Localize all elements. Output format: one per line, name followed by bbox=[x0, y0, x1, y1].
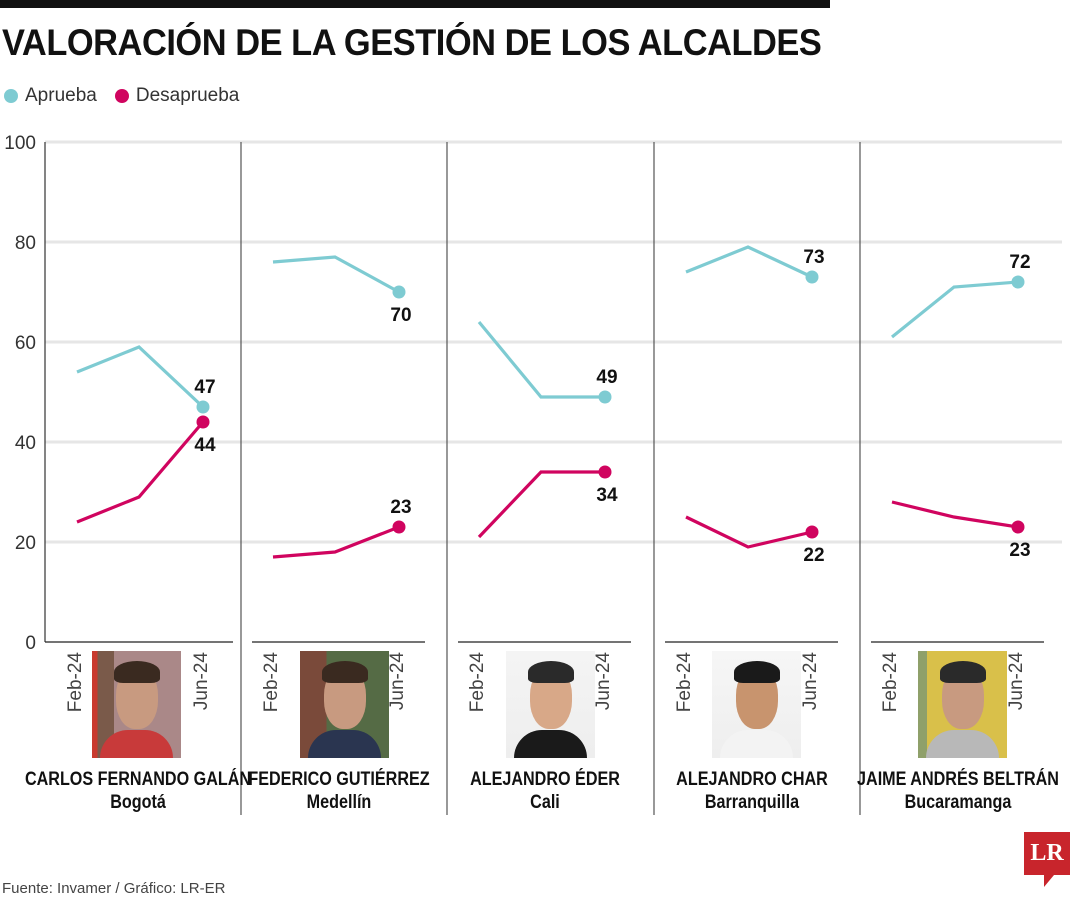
mayor-photo-3 bbox=[506, 651, 595, 758]
mayor-city: Bucaramanga bbox=[904, 792, 1012, 813]
y-tick-label-100: 100 bbox=[4, 133, 36, 154]
point-aprueba-panel-4 bbox=[805, 270, 819, 284]
data-label-desaprueba-panel-3: 34 bbox=[596, 485, 618, 506]
y-tick-label-20: 20 bbox=[15, 533, 36, 554]
photo-hair bbox=[322, 661, 368, 683]
line-desaprueba-panel-2 bbox=[272, 525, 400, 559]
mayor-city: Barranquilla bbox=[704, 792, 800, 813]
mayor-photo-4 bbox=[712, 651, 801, 758]
point-aprueba-panel-1 bbox=[196, 400, 210, 414]
mayor-name: CARLOS FERNANDO GALÁN bbox=[24, 769, 252, 790]
point-desaprueba-panel-4 bbox=[805, 525, 819, 539]
data-label-aprueba-panel-5: 72 bbox=[1009, 252, 1030, 273]
data-label-aprueba-panel-3: 49 bbox=[596, 367, 617, 388]
y-tick-label-80: 80 bbox=[15, 233, 36, 254]
line-desaprueba-panel-1 bbox=[76, 420, 205, 524]
y-tick-label-40: 40 bbox=[15, 433, 36, 454]
photo-shirt bbox=[926, 730, 999, 758]
x-tick-label-feb-panel-5: Feb-24 bbox=[880, 652, 901, 713]
data-label-aprueba-panel-1: 47 bbox=[194, 377, 215, 398]
point-desaprueba-panel-1 bbox=[196, 415, 210, 429]
top-rule bbox=[0, 0, 830, 8]
x-tick-label-jun-panel-4: Jun-24 bbox=[800, 652, 821, 711]
line-aprueba-panel-5 bbox=[890, 280, 1019, 339]
point-desaprueba-panel-3 bbox=[598, 465, 612, 479]
mayor-name: JAIME ANDRÉS BELTRÁN bbox=[857, 769, 1059, 790]
mayor-caption-1: CARLOS FERNANDO GALÁN Bogotá bbox=[11, 768, 266, 814]
x-tick-label-jun-panel-5: Jun-24 bbox=[1006, 652, 1027, 711]
photo-shirt bbox=[100, 730, 173, 758]
data-label-aprueba-panel-4: 73 bbox=[803, 247, 824, 268]
point-desaprueba-panel-5 bbox=[1011, 520, 1025, 534]
photo-shirt bbox=[308, 730, 381, 758]
mayor-city: Medellín bbox=[306, 792, 372, 813]
legend: Aprueba Desaprueba bbox=[4, 85, 249, 107]
line-aprueba-panel-3 bbox=[477, 320, 605, 399]
photo-hair bbox=[528, 661, 574, 683]
line-desaprueba-panel-5 bbox=[891, 500, 1019, 529]
lr-logo: LR bbox=[1024, 832, 1070, 887]
photo-shirt bbox=[720, 730, 793, 758]
chart-title: VALORACIÓN DE LA GESTIÓN DE LOS ALCALDES bbox=[2, 22, 822, 63]
photo-hair bbox=[940, 661, 986, 683]
data-label-desaprueba-panel-2: 23 bbox=[390, 497, 411, 518]
mayor-city: Cali bbox=[530, 792, 560, 813]
x-tick-label-feb-panel-2: Feb-24 bbox=[261, 652, 282, 713]
photo-shirt bbox=[514, 730, 587, 758]
mayor-caption-4: ALEJANDRO CHAR Barranquilla bbox=[625, 768, 880, 814]
x-tick-label-jun-panel-3: Jun-24 bbox=[593, 652, 614, 711]
x-tick-label-jun-panel-2: Jun-24 bbox=[387, 652, 408, 711]
mayor-photo-5 bbox=[918, 651, 1007, 758]
y-tick-label-60: 60 bbox=[15, 333, 36, 354]
x-tick-label-feb-panel-3: Feb-24 bbox=[467, 652, 488, 713]
mayor-caption-5: JAIME ANDRÉS BELTRÁN Bucaramanga bbox=[831, 768, 1080, 814]
y-tick-label-0: 0 bbox=[25, 633, 36, 654]
mayor-photo-2 bbox=[300, 651, 389, 758]
line-desaprueba-panel-4 bbox=[685, 515, 813, 549]
photo-hair bbox=[734, 661, 780, 683]
data-label-desaprueba-panel-4: 22 bbox=[803, 545, 824, 566]
legend-label-aprueba: Aprueba bbox=[25, 85, 97, 106]
x-tick-label-feb-panel-1: Feb-24 bbox=[65, 652, 86, 713]
point-aprueba-panel-2 bbox=[392, 285, 406, 299]
line-aprueba-panel-1 bbox=[76, 345, 205, 409]
mayor-photo-1 bbox=[92, 651, 181, 758]
source-note: Fuente: Invamer / Gráfico: LR-ER bbox=[2, 880, 226, 897]
x-tick-label-jun-panel-1: Jun-24 bbox=[191, 652, 212, 711]
point-aprueba-panel-5 bbox=[1011, 275, 1025, 289]
legend-item-aprueba: Aprueba bbox=[4, 85, 97, 107]
mayor-caption-2: FEDERICO GUTIÉRREZ Medellín bbox=[212, 768, 467, 814]
legend-dot-aprueba-icon bbox=[4, 89, 18, 103]
line-aprueba-panel-4 bbox=[685, 245, 813, 279]
line-aprueba-panel-2 bbox=[272, 255, 400, 294]
x-tick-label-feb-panel-4: Feb-24 bbox=[674, 652, 695, 713]
mayor-name: ALEJANDRO CHAR bbox=[676, 769, 828, 790]
legend-item-desaprueba: Desaprueba bbox=[114, 85, 240, 107]
mayor-caption-3: ALEJANDRO ÉDER Cali bbox=[418, 768, 673, 814]
mayor-name: ALEJANDRO ÉDER bbox=[470, 769, 620, 790]
legend-dot-desaprueba-icon bbox=[114, 89, 129, 103]
point-desaprueba-panel-2 bbox=[392, 520, 406, 534]
line-desaprueba-panel-3 bbox=[477, 470, 605, 539]
point-aprueba-panel-3 bbox=[598, 390, 612, 404]
mayor-city: Bogotá bbox=[110, 792, 166, 813]
data-label-desaprueba-panel-1: 44 bbox=[194, 435, 216, 456]
mayor-name: FEDERICO GUTIÉRREZ bbox=[248, 769, 430, 790]
legend-label-desaprueba: Desaprueba bbox=[135, 85, 240, 106]
photo-hair bbox=[114, 661, 160, 683]
data-label-desaprueba-panel-5: 23 bbox=[1009, 540, 1030, 561]
data-label-aprueba-panel-2: 70 bbox=[390, 305, 411, 326]
